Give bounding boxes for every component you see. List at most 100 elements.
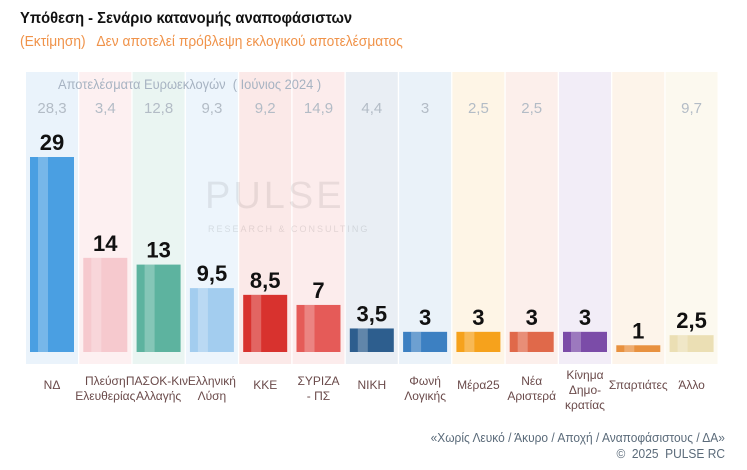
bar	[30, 157, 74, 352]
bar	[509, 331, 554, 352]
bar	[243, 294, 288, 352]
bar	[669, 335, 714, 352]
bar-highlight	[571, 331, 581, 352]
copyright: © 2025 PULSE RC	[616, 446, 725, 461]
bar-highlight	[677, 335, 688, 352]
bar-group: 3 2,5 Μέρα25	[456, 100, 501, 392]
bar-highlight	[197, 288, 208, 352]
value-label: 1	[632, 318, 644, 343]
previous-value-label: 9,3	[201, 100, 222, 117]
bar-highlight	[464, 331, 475, 352]
category-label: Δημο-	[569, 383, 601, 397]
category-label: Λογικής	[404, 389, 446, 403]
column-background	[612, 72, 665, 364]
bar	[456, 331, 501, 352]
value-label: 3	[526, 305, 538, 330]
bar	[189, 288, 234, 352]
bar	[296, 304, 341, 352]
previous-value-label: 2,5	[521, 100, 542, 117]
watermark-sub: RESEARCH & CONSULTING	[208, 224, 370, 234]
previous-value-label: 3	[421, 100, 429, 117]
category-label: Πλεύση	[85, 374, 126, 388]
bar-highlight	[357, 328, 368, 352]
column-background	[505, 72, 558, 364]
bar-highlight	[304, 304, 315, 352]
bar	[349, 328, 394, 352]
category-label: Αριστερά	[507, 389, 556, 403]
bar	[563, 331, 607, 352]
previous-value-label: 4,4	[361, 100, 382, 117]
previous-value-label: 14,9	[304, 100, 333, 117]
category-label: Νέα	[521, 374, 542, 388]
bar-group: 8,5 9,2 ΚΚΕ	[243, 100, 288, 392]
bar	[616, 345, 661, 352]
category-label: Αλλαγής	[136, 389, 181, 403]
category-label: ΣΥΡΙΖΑ	[297, 374, 339, 388]
bar-highlight	[144, 264, 155, 352]
bar-group: 3,5 4,4 ΝΙΚΗ	[349, 100, 394, 392]
bar	[403, 331, 448, 352]
value-label: 3,5	[357, 301, 388, 326]
value-label: 29	[40, 130, 64, 155]
previous-value-label: 2,5	[468, 100, 489, 117]
bar-highlight	[411, 331, 422, 352]
value-label: 2,5	[676, 308, 707, 333]
bar-group: 13 12,8 ΠΑΣΟΚ-Κιν.Αλλαγής	[126, 100, 191, 403]
category-label: - ΠΣ	[307, 389, 330, 403]
category-label: κρατίας	[565, 398, 605, 412]
bar-highlight	[38, 157, 48, 352]
bar	[136, 264, 181, 352]
footnote: «Χωρίς Λευκό / Άκυρο / Αποχή / Αναποφάσι…	[430, 430, 725, 445]
bar-highlight	[251, 294, 262, 352]
value-label: 13	[146, 238, 170, 263]
category-label: Κίνημα	[566, 368, 603, 382]
bar-group: 7 14,9 ΣΥΡΙΖΑ- ΠΣ	[296, 100, 341, 403]
bar-highlight	[517, 331, 528, 352]
value-label: 3	[419, 305, 431, 330]
category-label: Φωνή	[409, 374, 441, 388]
category-label: Σπαρτιάτες	[609, 378, 668, 392]
value-label: 14	[93, 231, 118, 256]
category-label: ΝΔ	[44, 378, 61, 392]
category-label: Ελληνική	[188, 374, 236, 388]
category-label: ΚΚΕ	[253, 378, 277, 392]
watermark-logo: PULSE	[205, 175, 345, 217]
previous-value-label: 9,7	[681, 100, 702, 117]
previous-results-title: Αποτελέσματα Ευρωεκλογών ( Ιούνιος 2024 …	[58, 76, 322, 92]
bar-highlight	[91, 257, 102, 352]
category-label: ΝΙΚΗ	[357, 378, 386, 392]
previous-value-label: 3,4	[95, 100, 116, 117]
value-label: 9,5	[197, 261, 228, 286]
column-background	[665, 72, 718, 364]
previous-value-label: 28,3	[37, 100, 66, 117]
bar-group: 29 28,3 ΝΔ	[30, 100, 74, 392]
column-background	[345, 72, 398, 364]
category-label: Λύση	[198, 389, 227, 403]
value-label: 3	[579, 305, 591, 330]
bar-group: 2,5 9,7 Άλλο	[669, 100, 714, 392]
column-background	[559, 72, 611, 364]
chart-subtitle: (Εκτίμηση) Δεν αποτελεί πρόβλεψη εκλογικ…	[20, 33, 403, 50]
bar-group: 1 Σπαρτιάτες	[609, 318, 668, 392]
category-label: ΠΑΣΟΚ-Κιν.	[126, 374, 191, 388]
value-label: 3	[472, 305, 484, 330]
column-background	[452, 72, 505, 364]
category-label: Ελευθερίας	[75, 389, 135, 403]
bar	[83, 257, 128, 352]
category-label: Μέρα25	[457, 378, 500, 392]
previous-value-label: 9,2	[255, 100, 276, 117]
bar-highlight	[624, 345, 635, 352]
previous-value-label: 12,8	[144, 100, 173, 117]
value-label: 8,5	[250, 268, 281, 293]
category-label: Άλλο	[678, 378, 705, 392]
chart-title: Υπόθεση - Σενάριο κατανομής αναποφάσιστω…	[20, 10, 353, 27]
column-background	[399, 72, 452, 364]
value-label: 7	[312, 278, 324, 303]
